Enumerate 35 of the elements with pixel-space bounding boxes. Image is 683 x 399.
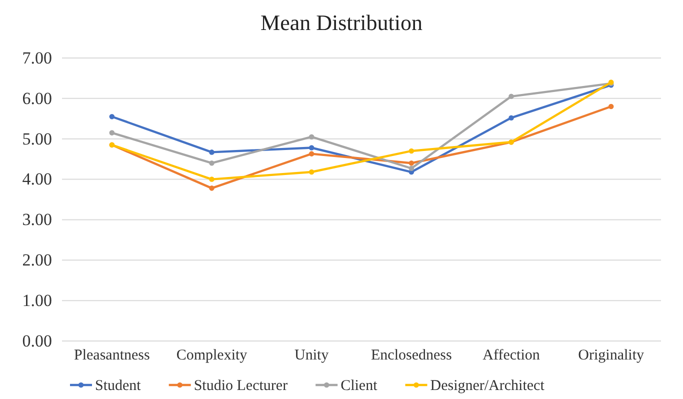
legend-label: Studio Lecturer [194, 378, 288, 394]
point [508, 115, 514, 120]
x-tick-label: Originality [578, 348, 644, 364]
point [308, 145, 314, 150]
x-tick-label: Enclosedness [371, 348, 452, 364]
x-tick-label: Complexity [176, 348, 248, 364]
point [408, 166, 414, 172]
y-tick-label: 3.00 [22, 210, 52, 230]
x-tick-label: Pleasantness [74, 348, 150, 364]
y-tick-label: 0.00 [22, 331, 52, 350]
point [109, 130, 115, 136]
point [209, 150, 214, 155]
point [109, 114, 115, 120]
y-tick-label: 6.00 [22, 88, 52, 108]
point [608, 104, 614, 110]
point [308, 151, 314, 156]
y-tick-label: 7.00 [22, 48, 52, 68]
point [209, 186, 214, 191]
legend-label: Client [340, 378, 378, 394]
point [209, 176, 214, 182]
point [209, 160, 214, 166]
legend-label: Student [95, 378, 142, 394]
y-tick-label: 4.00 [22, 170, 52, 189]
point [508, 94, 514, 100]
point [308, 169, 314, 175]
chart-title: Mean Distribution [260, 10, 422, 35]
y-tick-label: 1.00 [22, 291, 52, 310]
point [408, 160, 414, 166]
x-tick-label: Unity [294, 348, 330, 364]
point [408, 148, 414, 154]
x-tick-label: Affection [482, 348, 540, 364]
y-tick-label: 5.00 [22, 129, 52, 148]
legend-label: Designer/Architect [430, 378, 546, 394]
point [308, 134, 314, 140]
y-tick-label: 2.00 [22, 250, 52, 270]
